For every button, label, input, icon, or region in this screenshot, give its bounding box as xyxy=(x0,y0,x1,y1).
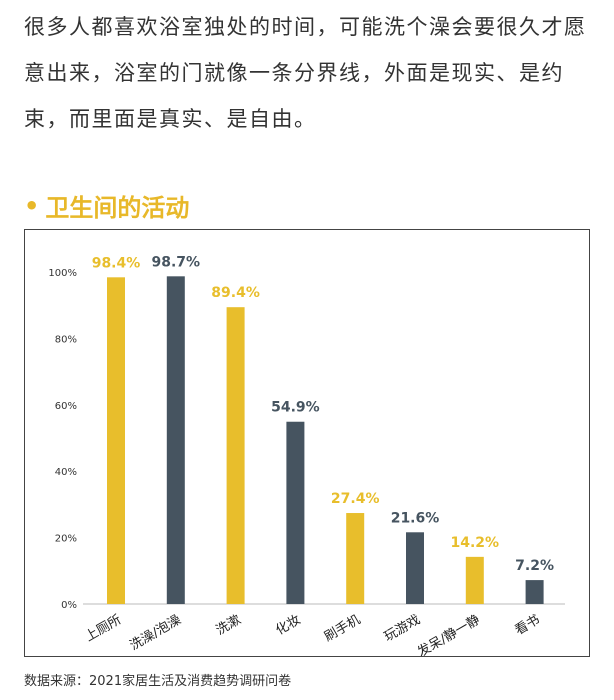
x-tick-label: 洗漱 xyxy=(214,612,244,638)
x-tick-label: 玩游戏 xyxy=(382,612,423,644)
bar-5 xyxy=(346,513,365,604)
section-title: • 卫生间的活动 xyxy=(24,188,189,223)
bar-value-label: 89.4% xyxy=(211,285,260,301)
bar-4 xyxy=(286,421,305,604)
bar-chart-svg: 0% 20% 40% 60% 80% 100% 98.4% 上厕所 98.7% 洗澡/泡澡 89.4… xyxy=(48,254,565,658)
bar-7 xyxy=(465,556,484,604)
x-tick-label: 发呆/静一静 xyxy=(415,612,483,658)
bar-1 xyxy=(107,277,125,604)
source-note: 数据来源：2021家居生活及消费趋势调研问卷 xyxy=(24,674,292,689)
bar-value-label: 98.7% xyxy=(152,254,201,270)
y-tick-label: 0% xyxy=(61,600,77,611)
title-bullet-icon: • xyxy=(24,191,40,220)
x-tick-label: 刷手机 xyxy=(322,612,363,644)
bar-value-label: 7.2% xyxy=(515,558,554,574)
bar-value-label: 14.2% xyxy=(451,535,500,551)
bar-value-label: 21.6% xyxy=(391,510,440,526)
y-tick-label: 20% xyxy=(55,534,77,545)
bar-2 xyxy=(166,276,185,604)
y-tick-label: 80% xyxy=(55,334,77,345)
bar-value-label: 27.4% xyxy=(331,491,380,507)
bar-3 xyxy=(226,307,245,604)
intro-paragraph: 很多人都喜欢浴室独处的时间，可能洗个澡会要很久才愿意出来，浴室的门就像一条分界线… xyxy=(24,15,587,131)
x-tick-label: 化妆 xyxy=(273,612,303,638)
y-tick-label: 100% xyxy=(48,268,77,279)
y-tick-label: 40% xyxy=(55,467,77,478)
bar-value-label: 98.4% xyxy=(92,255,141,271)
bar-6 xyxy=(406,532,424,604)
x-tick-label: 上厕所 xyxy=(83,612,124,644)
bar-8 xyxy=(525,580,544,604)
bar-chart: 0% 20% 40% 60% 80% 100% 98.4% 上厕所 98.7% 洗澡/泡澡 89.4… xyxy=(24,229,590,658)
section-title-text: 卫生间的活动 xyxy=(45,194,190,222)
x-tick-label: 洗澡/泡澡 xyxy=(127,612,183,653)
y-tick-label: 60% xyxy=(55,401,77,412)
bar-value-label: 54.9% xyxy=(271,400,320,416)
x-tick-label: 看书 xyxy=(512,612,543,639)
